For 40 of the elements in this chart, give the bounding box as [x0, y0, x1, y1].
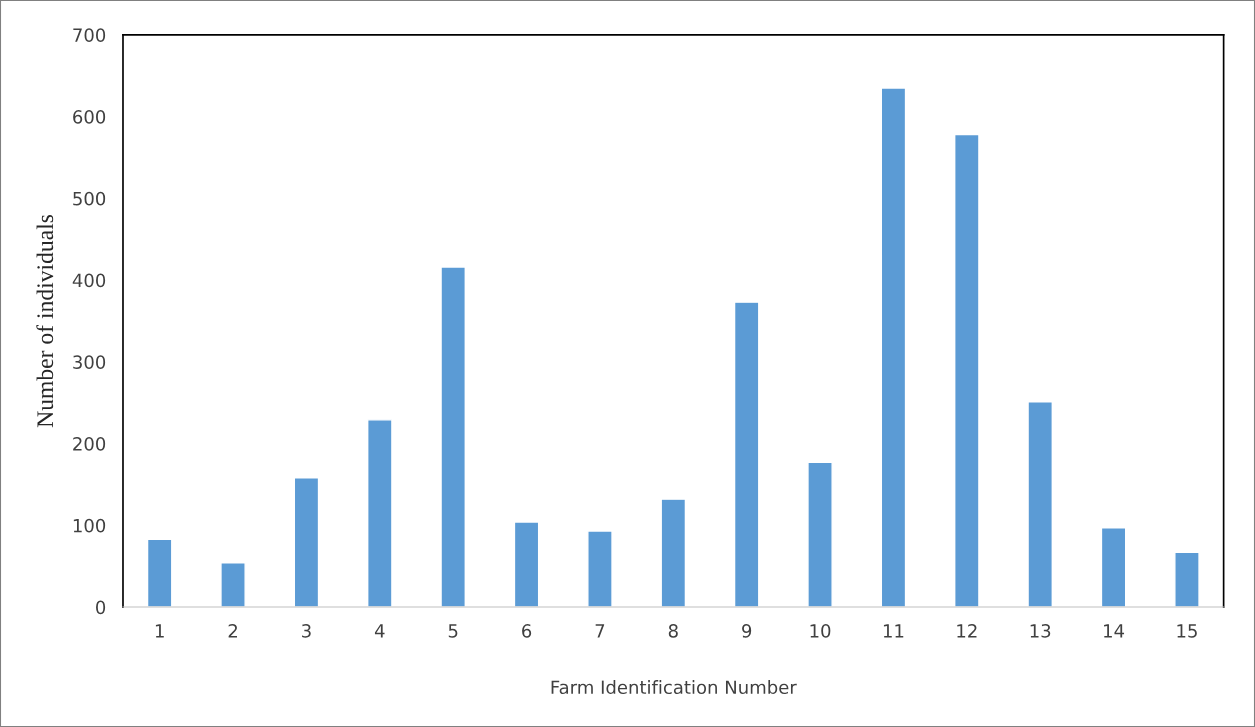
- bar: [1100, 527, 1127, 608]
- x-tick-label: 12: [957, 624, 977, 638]
- x-tick-label: 15: [1177, 624, 1197, 638]
- x-tick-label: 11: [883, 624, 904, 638]
- bar: [146, 538, 173, 608]
- bar: [1027, 401, 1053, 608]
- bar: [220, 562, 246, 608]
- x-tick-label: 5: [448, 624, 458, 638]
- y-tick-label: 700: [73, 28, 106, 43]
- bar: [367, 419, 393, 608]
- y-tick-label: 100: [73, 518, 106, 533]
- x-tick-label: 6: [522, 624, 532, 638]
- y-tick-label: 300: [73, 355, 106, 369]
- y-tick-label: 600: [73, 110, 106, 124]
- x-tick-label: 10: [810, 624, 831, 638]
- x-tick-label: 2: [228, 624, 237, 638]
- bar: [440, 266, 466, 608]
- x-tick-label: 7: [595, 624, 605, 638]
- bar: [587, 530, 613, 608]
- bar: [293, 477, 320, 608]
- bar: [1174, 551, 1200, 608]
- x-tick-label: 9: [742, 624, 752, 638]
- x-tick-label: 13: [1030, 624, 1051, 638]
- x-tick-label: 4: [374, 624, 385, 638]
- x-tick-label: 8: [668, 624, 678, 638]
- x-axis-title: Farm Identification Number: [551, 680, 797, 695]
- x-tick-label: 1: [155, 624, 164, 638]
- bar: [660, 498, 687, 608]
- y-tick-label: 200: [73, 437, 106, 451]
- y-tick-label: 0: [96, 600, 106, 615]
- x-tick-label: 14: [1104, 624, 1125, 638]
- y-tick-label: 400: [72, 273, 106, 288]
- bar: [807, 461, 833, 608]
- bar: [880, 87, 907, 608]
- y-axis-title: Number of individuals: [36, 214, 54, 428]
- x-tick-label: 3: [302, 624, 311, 638]
- bar: [954, 133, 980, 608]
- bar: [733, 301, 760, 608]
- y-tick-label: 500: [73, 191, 106, 206]
- bar: [513, 521, 540, 608]
